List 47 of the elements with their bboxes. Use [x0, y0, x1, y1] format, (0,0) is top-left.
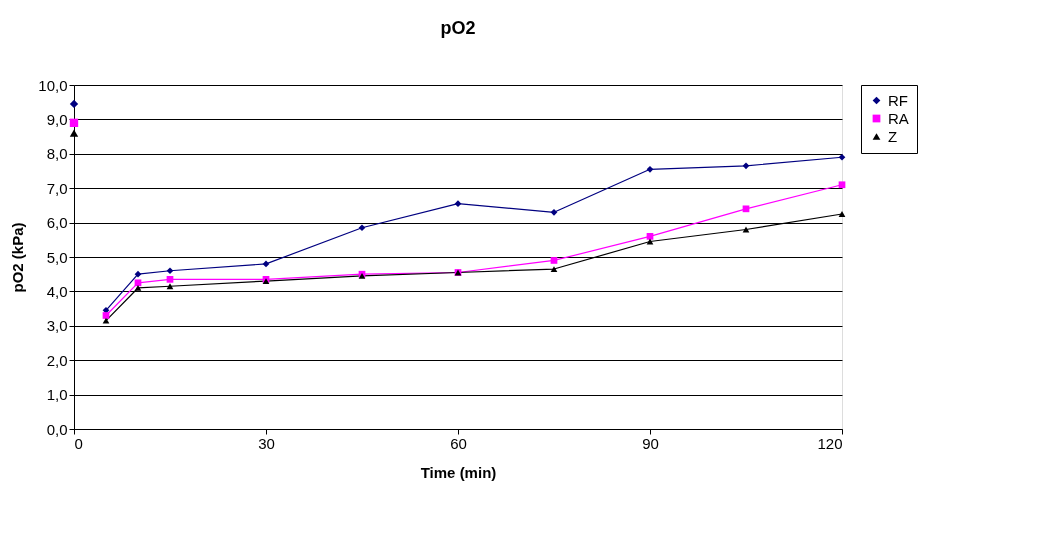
y-tick-label: 8,0	[46, 145, 68, 163]
x-tick-label: 90	[642, 434, 659, 452]
y-tick-label: 10,0	[38, 76, 68, 94]
x-tick-label: 0	[74, 434, 83, 452]
point	[838, 153, 846, 161]
point	[742, 205, 750, 213]
point	[646, 238, 654, 245]
point	[646, 165, 654, 173]
point	[69, 129, 79, 137]
y-tick-label: 9,0	[46, 110, 68, 128]
legend-label: RA	[888, 109, 909, 127]
chart-title: pO2	[440, 18, 476, 38]
x-tick-label: 120	[817, 434, 843, 452]
point	[69, 99, 79, 109]
y-tick-label: 2,0	[46, 351, 68, 369]
point	[742, 226, 750, 233]
point	[134, 270, 142, 278]
y-tick-label: 3,0	[46, 317, 68, 335]
point	[550, 257, 558, 264]
point	[838, 181, 846, 189]
y-tick-label: 0,0	[46, 420, 68, 438]
x-axis-title: Time (min)	[420, 463, 497, 481]
y-tick-label: 5,0	[46, 248, 68, 266]
point	[102, 312, 110, 319]
point	[550, 208, 558, 216]
point	[454, 200, 462, 208]
point	[69, 118, 79, 128]
y-tick-label: 7,0	[46, 179, 68, 197]
legend-label: RF	[888, 91, 908, 109]
point	[134, 279, 142, 287]
point	[166, 283, 174, 290]
point	[166, 267, 174, 275]
point	[102, 317, 110, 324]
point	[358, 224, 366, 232]
point	[166, 276, 174, 283]
point	[262, 260, 270, 268]
point	[550, 266, 558, 272]
legend-label: Z	[888, 127, 898, 145]
x-tick-label: 30	[258, 434, 275, 452]
y-tick-label: 4,0	[46, 282, 68, 300]
x-tick-label: 60	[450, 434, 467, 452]
y-tick-label: 1,0	[46, 386, 68, 404]
point	[134, 285, 142, 291]
y-axis-title: pO2 (kPa)	[9, 222, 27, 293]
y-tick-label: 6,0	[46, 214, 68, 232]
point	[742, 162, 750, 170]
point	[838, 211, 846, 217]
